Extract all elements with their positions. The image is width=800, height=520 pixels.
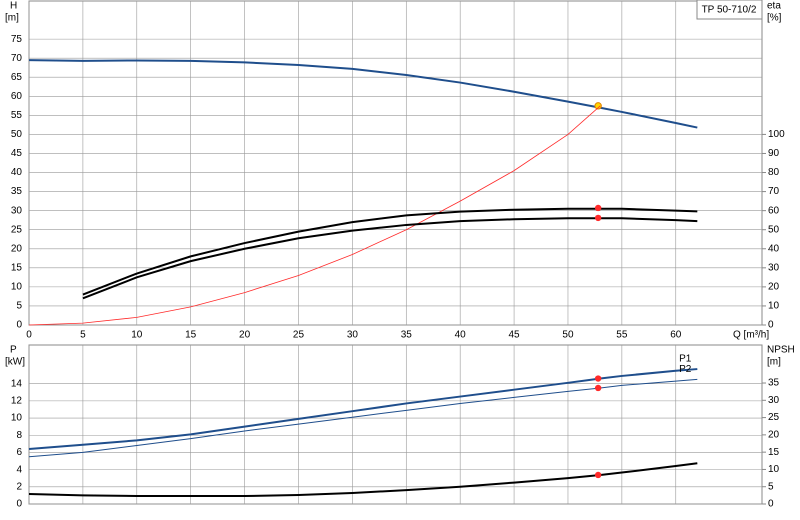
y2-tick-label: 30 bbox=[768, 395, 780, 406]
x-tick-label: 20 bbox=[239, 330, 251, 341]
plot-area bbox=[28, 344, 763, 505]
duty-point bbox=[594, 102, 602, 110]
y-tick-label: 40 bbox=[11, 167, 23, 178]
y-tick-label: 75 bbox=[11, 34, 23, 45]
y-axis-label: P bbox=[10, 345, 17, 356]
y-axis-label: H bbox=[10, 1, 17, 12]
duty-point bbox=[594, 384, 602, 392]
y-tick-label: 55 bbox=[11, 110, 23, 121]
x-tick-label: 35 bbox=[401, 330, 413, 341]
y-axis-unit: [m] bbox=[5, 13, 19, 24]
series-label: P2 bbox=[679, 364, 692, 375]
duty-point bbox=[594, 471, 602, 479]
y2-tick-label: 5 bbox=[768, 481, 774, 492]
y2-tick-label: 35 bbox=[768, 378, 780, 389]
y2-axis-unit: [%] bbox=[767, 13, 782, 24]
x-tick-label: 50 bbox=[562, 330, 574, 341]
y-tick-label: 25 bbox=[11, 224, 23, 235]
series-line bbox=[28, 59, 698, 129]
y-tick-label: 2 bbox=[16, 481, 22, 492]
duty-point bbox=[594, 375, 602, 382]
y2-tick-label: 10 bbox=[768, 464, 780, 475]
x-tick-label: 40 bbox=[455, 330, 467, 341]
y2-axis-label: NPSH bbox=[767, 345, 795, 356]
y2-axis-label: eta bbox=[767, 1, 781, 12]
legend-box bbox=[696, 0, 763, 20]
y-tick-label: 8 bbox=[16, 430, 22, 441]
y-tick-label: 14 bbox=[11, 378, 23, 389]
y2-tick-label: 0 bbox=[768, 320, 774, 331]
x-tick-label: 60 bbox=[670, 330, 682, 341]
series-line bbox=[28, 462, 698, 498]
y2-tick-label: 60 bbox=[768, 205, 780, 216]
x-axis-label: Q [m³/h] bbox=[733, 330, 769, 341]
x-tick-label: 30 bbox=[347, 330, 359, 341]
x-tick-label: 5 bbox=[80, 330, 86, 341]
y2-tick-label: 80 bbox=[768, 167, 780, 178]
x-tick-label: 10 bbox=[131, 330, 143, 341]
y-tick-label: 60 bbox=[11, 91, 23, 102]
y-tick-label: 10 bbox=[11, 282, 23, 293]
y2-axis-unit: [m] bbox=[767, 357, 781, 368]
y-axis-unit: [kW] bbox=[5, 357, 25, 368]
x-tick-label: 25 bbox=[293, 330, 305, 341]
y2-tick-label: 100 bbox=[768, 129, 785, 140]
y2-tick-label: 70 bbox=[768, 186, 780, 197]
x-tick-label: 55 bbox=[616, 330, 628, 341]
y-tick-label: 10 bbox=[11, 413, 23, 424]
y-tick-label: 0 bbox=[16, 499, 22, 510]
y-tick-label: 50 bbox=[11, 129, 23, 140]
y-tick-label: 6 bbox=[16, 447, 22, 458]
duty-point bbox=[594, 214, 602, 222]
y-tick-label: 5 bbox=[16, 301, 22, 312]
series-line bbox=[28, 105, 601, 326]
series-line bbox=[28, 368, 698, 450]
y-tick-label: 65 bbox=[11, 72, 23, 83]
x-tick-label: 0 bbox=[26, 330, 32, 341]
duty-point bbox=[594, 204, 602, 212]
y2-tick-label: 25 bbox=[768, 412, 780, 423]
y-tick-label: 12 bbox=[11, 396, 23, 407]
y-tick-label: 20 bbox=[11, 243, 23, 254]
y-tick-label: 0 bbox=[16, 320, 22, 331]
y2-tick-label: 15 bbox=[768, 447, 780, 458]
y-tick-label: 4 bbox=[16, 464, 22, 475]
series-line bbox=[82, 207, 698, 296]
y-tick-label: 35 bbox=[11, 186, 23, 197]
y-tick-label: 70 bbox=[11, 53, 23, 64]
series-line bbox=[82, 217, 698, 300]
y2-tick-label: 50 bbox=[768, 224, 780, 235]
series-line bbox=[28, 378, 698, 458]
y-tick-label: 45 bbox=[11, 148, 23, 159]
x-tick-label: 15 bbox=[185, 330, 197, 341]
y2-tick-label: 30 bbox=[768, 262, 780, 273]
series-label: P1 bbox=[679, 354, 692, 365]
legend-text: TP 50-710/2 bbox=[702, 5, 757, 16]
y-tick-label: 30 bbox=[11, 205, 23, 216]
y2-tick-label: 20 bbox=[768, 282, 780, 293]
y2-tick-label: 10 bbox=[768, 301, 780, 312]
y2-tick-label: 20 bbox=[768, 430, 780, 441]
x-tick-label: 45 bbox=[509, 330, 521, 341]
y2-tick-label: 90 bbox=[768, 148, 780, 159]
y2-tick-label: 40 bbox=[768, 243, 780, 254]
y2-tick-label: 0 bbox=[768, 499, 774, 510]
y-tick-label: 15 bbox=[11, 262, 23, 273]
